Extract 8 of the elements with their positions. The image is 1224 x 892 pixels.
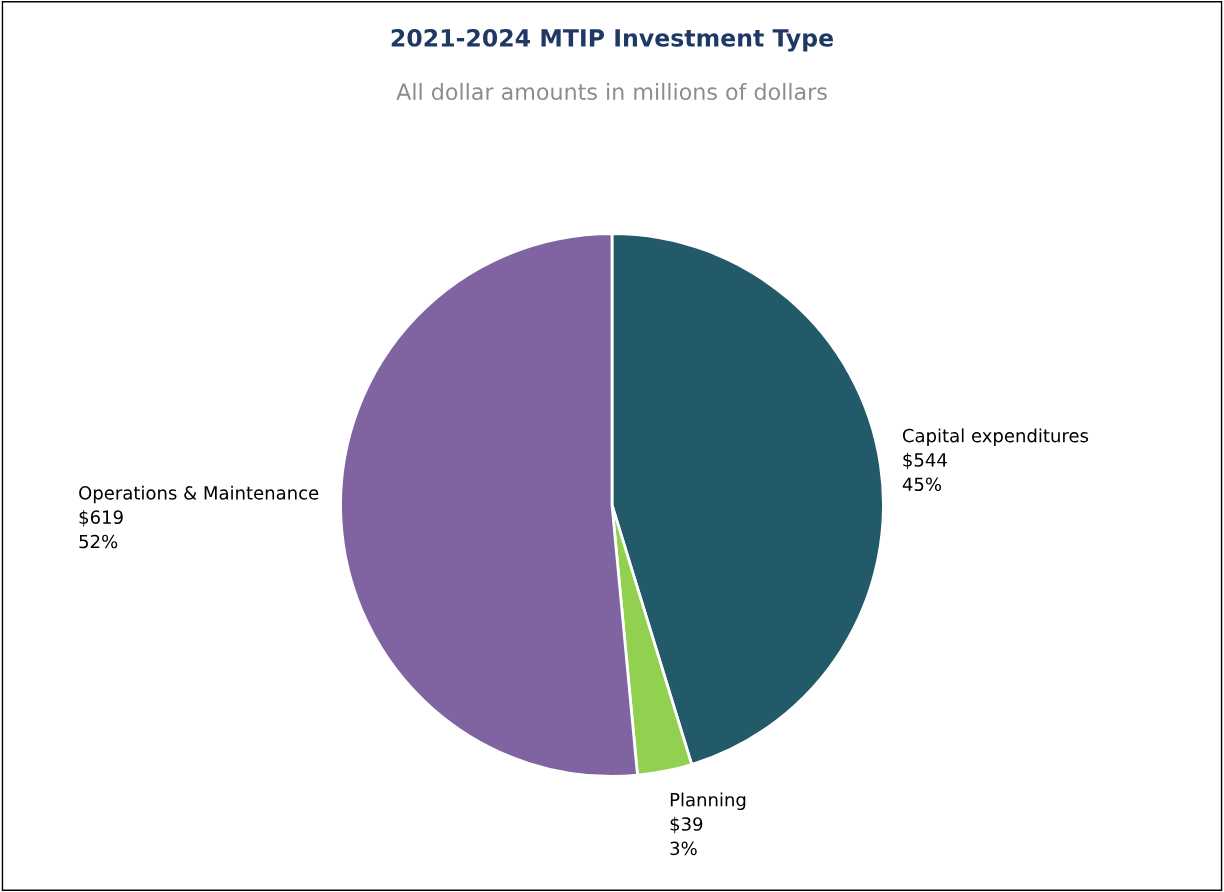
slice-label: Operations & Maintenance: [79, 485, 319, 504]
chart-subtitle: All dollar amounts in millions of dollars: [396, 82, 827, 101]
data-label: $619 52%: [79, 510, 123, 549]
data-label: $544 45%: [902, 452, 947, 492]
chart-title: 2021-2024 MTIP Investment Type: [391, 28, 833, 52]
slice-label: Planning: [670, 792, 746, 810]
data-label: $39 3%: [670, 816, 703, 856]
slice-label: Capital expenditures: [902, 428, 1089, 446]
